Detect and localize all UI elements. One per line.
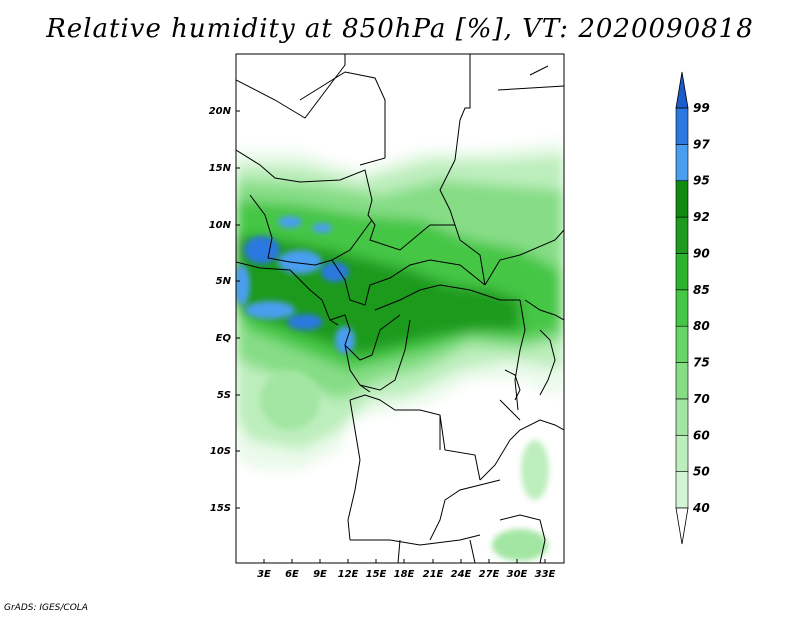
- blue-core: [278, 250, 322, 274]
- blue-core: [244, 236, 280, 264]
- colorbar-label: 50: [693, 465, 710, 479]
- colorbar-segment: [675, 325, 689, 363]
- map-frame: [235, 53, 565, 564]
- colorbar-segment: [675, 289, 689, 327]
- green-patch: [492, 529, 548, 561]
- lon-axis: 3E 6E 9E 12E 15E 18E 21E 24E 27E 30E 33E: [257, 559, 556, 580]
- lon-tick-label: 30E: [507, 569, 528, 580]
- lon-tick-label: 15E: [366, 569, 387, 580]
- map-title: Relative humidity at 850hPa [%], VT: 202…: [46, 14, 754, 44]
- lat-tick-label: 15N: [209, 163, 232, 174]
- colorbar-label: 70: [693, 392, 710, 406]
- country-borders: [236, 54, 564, 563]
- colorbar-label: 85: [693, 283, 710, 297]
- colorbar-segment: [675, 144, 689, 182]
- colorbar-segment: [675, 107, 689, 145]
- colorbar-segment: [675, 398, 689, 436]
- colorbar-segment: [675, 216, 689, 254]
- lon-tick-label: 9E: [313, 569, 327, 580]
- colorbar-label: 97: [693, 137, 710, 151]
- colorbar-label: 95: [693, 174, 710, 188]
- dry-region: [330, 390, 564, 563]
- green-patch: [521, 440, 549, 500]
- humidity-field: [236, 54, 564, 563]
- colorbar-segment: [675, 434, 689, 472]
- blue-core: [335, 326, 355, 354]
- colorbar-label: 60: [693, 428, 710, 442]
- colorbar-label: 90: [693, 246, 710, 260]
- lat-axis: 20N 15N 10N 5N EQ 5S 10S 15S: [209, 106, 240, 514]
- colorbar-segment: [675, 362, 689, 400]
- blue-core: [287, 314, 323, 330]
- colorbar-label: 40: [692, 501, 710, 515]
- colorbar-segment: [675, 180, 689, 218]
- colorbar-label: 99: [693, 101, 710, 115]
- lat-tick-label: 20N: [209, 106, 232, 117]
- lat-tick-label: 5S: [217, 390, 231, 401]
- lon-tick-label: 12E: [338, 569, 359, 580]
- lat-tick-label: EQ: [216, 333, 232, 344]
- lon-tick-label: 24E: [451, 569, 472, 580]
- lon-tick-label: 21E: [423, 569, 444, 580]
- grads-credit: GrADS: IGES/COLA: [4, 603, 88, 613]
- lon-tick-label: 3E: [257, 569, 271, 580]
- colorbar-upper-extend: [675, 71, 689, 109]
- lat-tick-label: 10N: [209, 220, 232, 231]
- green-patch: [260, 370, 320, 430]
- lon-tick-label: 6E: [285, 569, 299, 580]
- colorbar-label: 92: [693, 210, 710, 224]
- lat-tick-label: 5N: [216, 276, 232, 287]
- blue-core: [245, 301, 295, 319]
- colorbar: 40 50 60 70 75 80 85 90 92 95 97 99: [675, 71, 710, 545]
- blue-core: [321, 262, 349, 282]
- lon-tick-label: 27E: [479, 569, 500, 580]
- colorbar-label: 75: [693, 356, 710, 370]
- colorbar-segment: [675, 471, 689, 509]
- dry-north: [236, 54, 564, 160]
- lat-tick-label: 10S: [210, 446, 231, 457]
- lon-tick-label: 33E: [535, 569, 556, 580]
- blue-core: [312, 223, 332, 233]
- colorbar-label: 80: [693, 319, 710, 333]
- lat-tick-label: 15S: [210, 503, 231, 514]
- lon-tick-label: 18E: [394, 569, 415, 580]
- blue-core: [236, 265, 250, 305]
- colorbar-segment: [675, 253, 689, 291]
- blue-core: [278, 216, 302, 228]
- colorbar-lower-extend: [675, 507, 689, 545]
